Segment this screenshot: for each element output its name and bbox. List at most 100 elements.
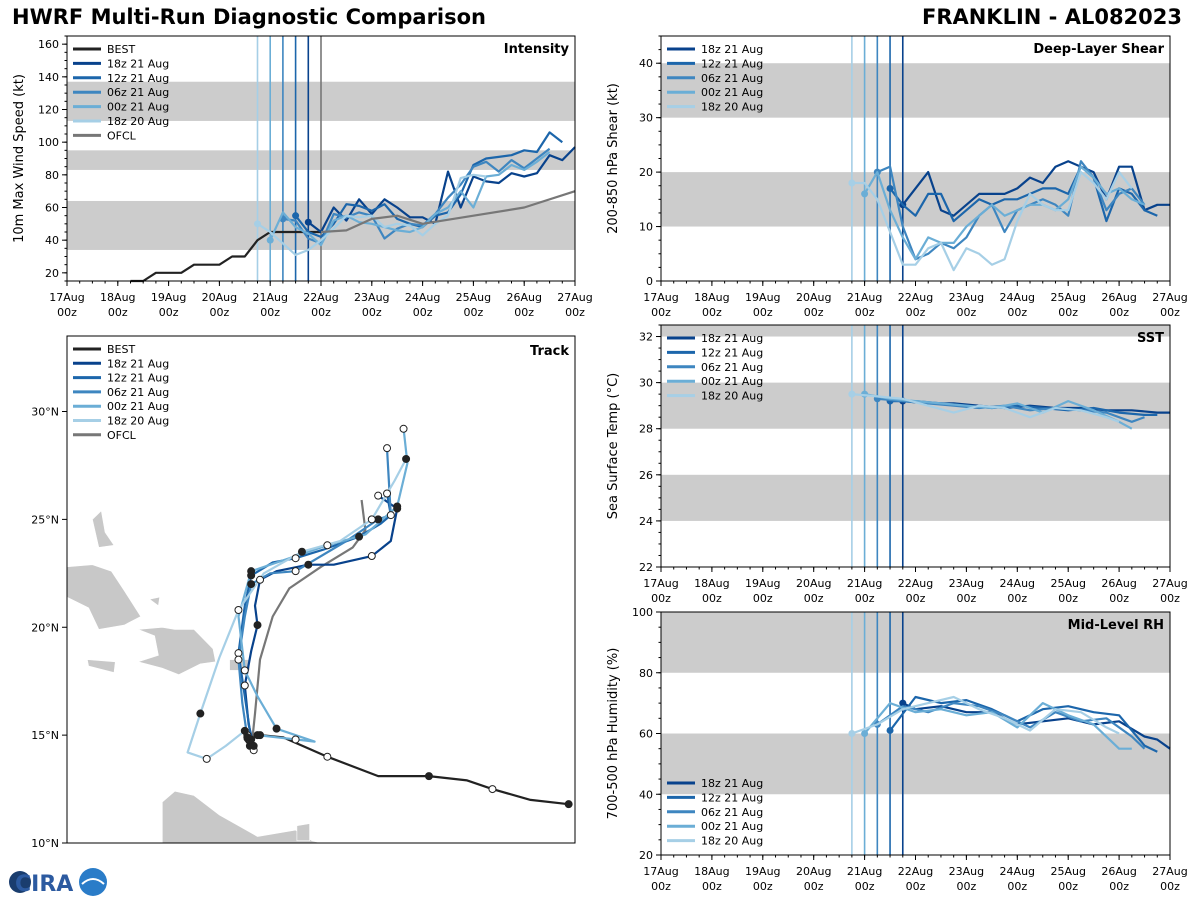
x-tick-label-date: 17Aug: [643, 865, 678, 878]
legend-label-18z-20-aug: 18z 20 Aug: [107, 415, 169, 428]
panel-title: Track: [530, 344, 569, 359]
x-tick-label-date: 22Aug: [898, 865, 933, 878]
legend-label-00z-21-aug: 00z 21 Aug: [701, 820, 763, 833]
x-tick-label-hour: 00z: [804, 592, 824, 605]
y-tick-label: 24: [639, 515, 653, 528]
track-marker-00z-21-aug: [291, 735, 300, 744]
y-axis-label: 200-850 hPa Shear (kt): [606, 83, 621, 234]
track-marker-18z-20-aug: [367, 515, 376, 524]
x-tick-label-date: 24Aug: [1000, 291, 1035, 304]
band-1: [661, 63, 1170, 118]
series-start-marker-18z-20-aug: [848, 179, 856, 187]
track-marker-best: [488, 785, 497, 794]
x-tick-label-hour: 00z: [464, 306, 484, 319]
track-marker-18z-20-aug: [240, 726, 249, 735]
track-marker-18z-21-aug: [240, 681, 249, 690]
track-marker-18z-20-aug: [297, 547, 306, 556]
x-tick-label-hour: 00z: [906, 592, 926, 605]
series-18z-20-aug: [851, 393, 1120, 423]
x-tick-label-date: 24Aug: [1000, 865, 1035, 878]
logo-text: CIRA: [15, 872, 73, 897]
sst-panel: 22 24 26 28 30 32 17Aug 00z 18Aug 00z 19Aug 00z 20Au…: [606, 324, 1188, 605]
x-tick-label-date: 21Aug: [847, 291, 882, 304]
series-start-marker-12z-21-aug: [886, 184, 894, 192]
x-tick-label-hour: 00z: [1007, 592, 1027, 605]
x-tick-label-hour: 00z: [906, 880, 926, 893]
x-tick-label-hour: 00z: [565, 306, 585, 319]
track-marker-best: [424, 772, 433, 781]
bahamas-landmass: [92, 510, 115, 548]
x-tick-label-date: 24Aug: [1000, 577, 1035, 590]
legend-label-00z-21-aug: 00z 21 Aug: [701, 375, 763, 388]
legend-label-18z-21-aug: 18z 21 Aug: [701, 43, 763, 56]
x-tick-label-hour: 00z: [1058, 880, 1078, 893]
track-marker-06z-21-aug: [247, 580, 256, 589]
track-marker-18z-21-aug: [374, 491, 383, 500]
series-18z-21-aug: [902, 702, 1171, 750]
x-tick-label-date: 21Aug: [847, 577, 882, 590]
x-tick-label-date: 17Aug: [643, 291, 678, 304]
legend-label-18z-21-aug: 18z 21 Aug: [701, 332, 763, 345]
series-start-marker-12z-21-aug: [292, 212, 300, 220]
x-tick-label-hour: 00z: [957, 306, 977, 319]
x-tick-label-hour: 00z: [855, 306, 875, 319]
track-marker-00z-21-aug: [240, 666, 249, 675]
legend-label-18z-20-aug: 18z 20 Aug: [701, 835, 763, 848]
series-18z-21-aug: [901, 160, 1170, 217]
track-marker-best: [323, 752, 332, 761]
y-axis-label: 10m Max Wind Speed (kt): [12, 74, 27, 243]
series-06z-21-aug: [877, 397, 1145, 423]
x-tick-label-hour: 00z: [702, 592, 722, 605]
track-marker-18z-21-aug: [256, 575, 265, 584]
panel-title: Deep-Layer Shear: [1033, 42, 1164, 57]
x-tick-label-date: 21Aug: [252, 291, 287, 304]
trinidad-landmass: [296, 823, 310, 842]
x-tick-label-date: 17Aug: [49, 291, 84, 304]
jamaica-landmass: [86, 659, 116, 673]
shear-panel: 0 10 20 30 40 17Aug 00z 18Aug 00z 19Aug 00z 20Aug 00…: [606, 35, 1188, 319]
series-start-marker-18z-21-aug: [304, 218, 312, 226]
x-tick-label-date: 25Aug: [1050, 865, 1085, 878]
y-tick-label: 10°N: [31, 837, 59, 850]
x-tick-label-date: 22Aug: [303, 291, 338, 304]
y-tick-label: 22: [639, 561, 653, 574]
legend-label-00z-21-aug: 00z 21 Aug: [701, 86, 763, 99]
legend-label-12z-21-aug: 12z 21 Aug: [107, 372, 169, 385]
panel-title: SST: [1137, 331, 1164, 346]
x-tick-label-hour: 00z: [906, 306, 926, 319]
x-tick-label-hour: 00z: [702, 306, 722, 319]
legend-label-18z-21-aug: 18z 21 Aug: [701, 777, 763, 790]
inagua-landmass: [148, 596, 161, 607]
track-marker-00z-21-aug: [272, 724, 281, 733]
x-tick-label-date: 26Aug: [1101, 865, 1136, 878]
legend-label-18z-20-aug: 18z 20 Aug: [701, 390, 763, 403]
x-tick-label-date: 19Aug: [745, 865, 780, 878]
panel-title: Mid-Level RH: [1068, 618, 1164, 633]
legend-label-12z-21-aug: 12z 21 Aug: [107, 72, 169, 85]
track-18z-21-aug: [243, 494, 399, 747]
x-tick-label-hour: 00z: [1160, 306, 1180, 319]
track-marker-12z-21-aug: [355, 532, 364, 541]
series-00z-21-aug: [269, 151, 551, 247]
band-1: [661, 382, 1170, 429]
x-tick-label-hour: 00z: [1007, 306, 1027, 319]
legend-label-18z-20-aug: 18z 20 Aug: [701, 101, 763, 114]
legend-label-18z-20-aug: 18z 20 Aug: [107, 115, 169, 128]
series-18z-20-aug: [851, 695, 1120, 735]
legend-label-18z-21-aug: 18z 21 Aug: [107, 57, 169, 70]
series-start-marker-00z-21-aug: [861, 730, 869, 737]
track-marker-18z-21-aug: [253, 621, 262, 630]
legend-label-06z-21-aug: 06z 21 Aug: [701, 806, 763, 819]
hispaniola-landmass: [137, 626, 216, 676]
track-marker-18z-20-aug: [402, 454, 411, 463]
track-00z-21-aug: [237, 428, 409, 743]
x-tick-label-date: 20Aug: [202, 291, 237, 304]
x-tick-label-date: 18Aug: [694, 865, 729, 878]
band-2: [661, 325, 1170, 337]
x-tick-label-hour: 00z: [957, 880, 977, 893]
x-tick-label-date: 22Aug: [898, 577, 933, 590]
y-tick-label: 30°N: [31, 406, 59, 419]
x-tick-label-hour: 00z: [753, 880, 773, 893]
series-start-marker-12z-21-aug: [886, 726, 894, 734]
x-tick-label-hour: 00z: [1109, 880, 1129, 893]
